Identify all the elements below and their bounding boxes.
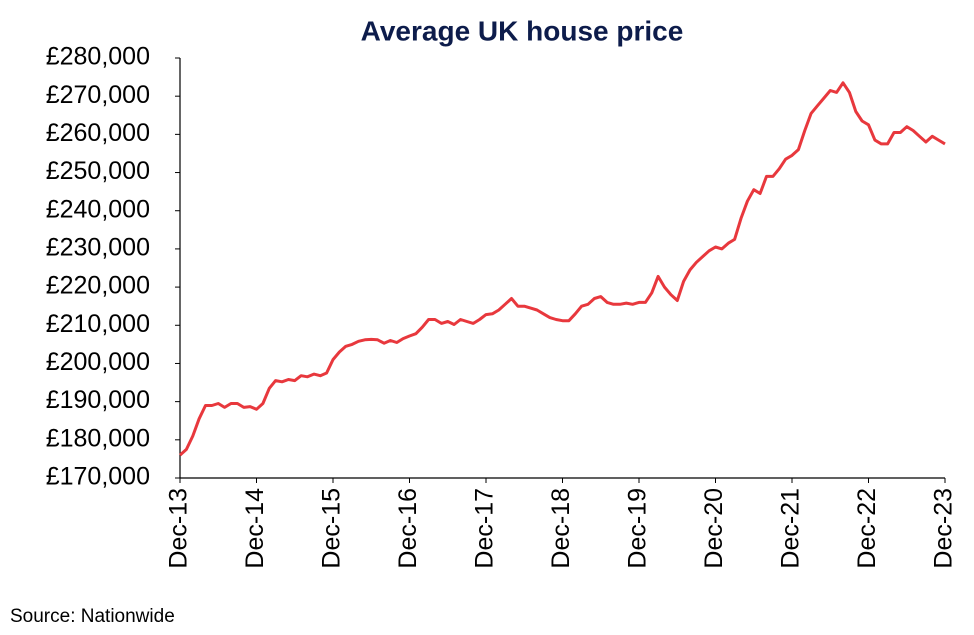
y-tick-label: £270,000	[46, 81, 150, 109]
chart-title: Average UK house price	[361, 15, 684, 46]
y-tick-label: £260,000	[46, 119, 150, 147]
x-tick-label: Dec-15	[318, 488, 346, 569]
x-tick-label: Dec-13	[165, 488, 193, 569]
source: Source: Nationwide	[10, 606, 175, 627]
x-tick-label: Dec-23	[930, 488, 958, 569]
x-tick-label: Dec-14	[241, 488, 269, 569]
y-tick-label: £170,000	[46, 463, 150, 491]
x-tick-label: Dec-20	[700, 488, 728, 569]
x-tick-label: Dec-22	[853, 488, 881, 569]
y-tick-label: £240,000	[46, 195, 150, 223]
y-tick-label: £220,000	[46, 272, 150, 300]
y-tick-label: £190,000	[46, 386, 150, 414]
x-tick-label: Dec-16	[394, 488, 422, 569]
x-tick-label: Dec-19	[624, 488, 652, 569]
x-tick-label: Dec-18	[547, 488, 575, 569]
y-tick-label: £180,000	[46, 424, 150, 452]
y-tick-label: £250,000	[46, 157, 150, 185]
y-tick-label: £230,000	[46, 234, 150, 262]
y-tick-label: £210,000	[46, 310, 150, 338]
y-tick-label: £280,000	[46, 43, 150, 71]
x-tick-label: Dec-21	[777, 488, 805, 569]
x-tick-label: Dec-17	[471, 488, 499, 569]
y-tick-label: £200,000	[46, 348, 150, 376]
line	[179, 81, 946, 457]
